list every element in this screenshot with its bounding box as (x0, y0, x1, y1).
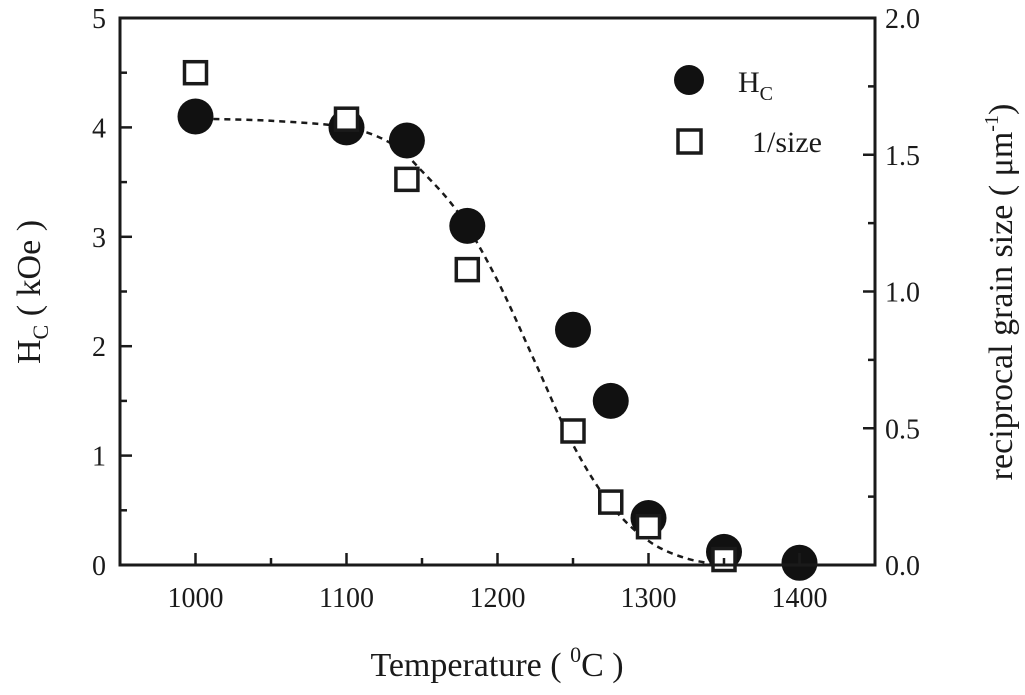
x-tick-label: 1300 (621, 583, 677, 614)
size-point (454, 256, 481, 283)
y-tick-label: 2 (92, 332, 106, 363)
y-tick-label: 1 (92, 442, 106, 473)
size-point (394, 166, 420, 193)
y2-tick-label: 1.5 (885, 141, 920, 172)
y2-tick-label: 0.5 (885, 414, 920, 445)
size-point (333, 106, 360, 132)
size-point (182, 59, 209, 86)
hc-point (592, 382, 629, 419)
size-point (635, 513, 662, 540)
hc-point (177, 98, 214, 135)
y2-tick-label: 0.0 (885, 551, 920, 582)
fit-curve-layer (180, 117, 725, 567)
hc-point (555, 311, 591, 348)
legend-marker-hc (674, 65, 704, 95)
y2-tick-label: 1.0 (885, 278, 920, 309)
hc-point (449, 207, 486, 244)
legend: HC 1/size (674, 65, 822, 159)
size-point (560, 418, 586, 444)
y-tick-label: 0 (92, 551, 106, 582)
fit-curve (180, 117, 725, 567)
x-tick-label: 1400 (772, 583, 828, 614)
y2-tick-label: 2.0 (885, 4, 920, 35)
x-tick-label: 1100 (319, 583, 374, 614)
legend-label-size: 1/size (752, 126, 822, 159)
y2-axis-title: reciprocal grain size ( μm-1) (981, 104, 1020, 481)
data-points-layer (177, 59, 818, 581)
x-tick-label: 1000 (168, 583, 224, 614)
y-tick-label: 3 (92, 223, 106, 254)
size-point (598, 489, 624, 515)
legend-label-hc: HC (738, 66, 773, 105)
x-axis-title: Temperature ( 0C ) (370, 642, 623, 684)
legend-marker-size (676, 128, 703, 155)
ticks-layer: 1000 1100 1200 1300 1400 0 1 2 3 4 5 0.0 0.5 1.0 1.5 2.… (92, 4, 920, 614)
x-tick-label: 1200 (470, 583, 526, 614)
y-axis-title: HC ( kOe ) (11, 220, 53, 364)
y-tick-label: 5 (92, 4, 106, 35)
hc-point (388, 122, 425, 159)
y-tick-label: 4 (92, 113, 106, 144)
